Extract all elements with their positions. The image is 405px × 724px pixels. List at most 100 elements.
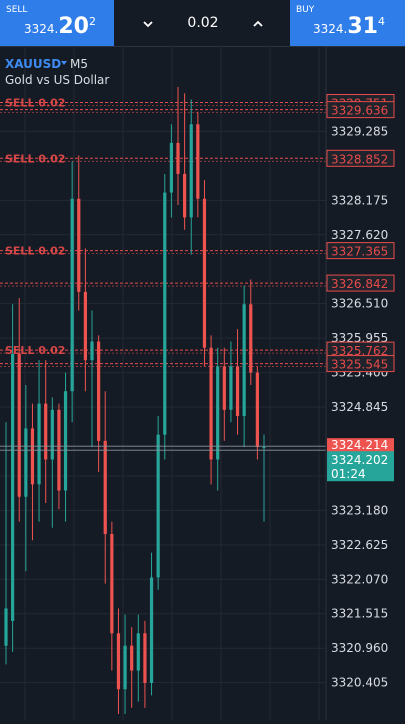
candle-body	[4, 608, 8, 646]
candle-body	[189, 124, 193, 218]
y-tick-label: 3320.960	[331, 641, 388, 655]
timeframe[interactable]: M5	[70, 57, 88, 71]
candle-body	[163, 192, 167, 435]
chart-canvas[interactable]: SELL 0.02 SELL 0.02 SELL 0.02 SELL 0.02 332…	[0, 46, 405, 720]
order-price-tag	[326, 355, 395, 373]
y-tick-label: 3329.285	[331, 124, 388, 138]
candle-body	[156, 434, 160, 578]
order-price: 3329.636	[331, 104, 388, 118]
candle-body	[209, 347, 213, 460]
candle-body	[24, 428, 28, 497]
order-price: 3326.842	[331, 277, 388, 291]
order-price-tag	[326, 274, 395, 292]
y-tick-label: 3320.405	[331, 676, 388, 690]
candle-body	[17, 353, 21, 497]
current-price: 3324.214	[331, 438, 388, 452]
candle-body	[255, 372, 259, 448]
candle-body	[249, 304, 253, 373]
order-price: 3327.365	[331, 245, 388, 259]
candle-body	[216, 366, 220, 460]
current-price-tag	[327, 438, 394, 453]
y-tick-label: 3328.175	[331, 193, 388, 207]
candle-body	[169, 142, 173, 193]
candle-body	[103, 440, 107, 534]
candle-body	[235, 366, 240, 417]
sell-price-main: 3324.	[24, 22, 59, 36]
candle-body	[110, 533, 114, 634]
order-label: SELL 0.02	[5, 344, 65, 357]
candle-body	[229, 366, 233, 410]
candle-body	[196, 124, 200, 199]
y-tick-label: 3324.845	[331, 400, 388, 414]
candles	[4, 87, 266, 714]
candle-body	[262, 447, 266, 449]
y-tick-label: 3322.070	[331, 572, 388, 586]
current-price-line	[0, 445, 326, 451]
volume-value[interactable]: 0.02	[187, 15, 219, 31]
candle-body	[149, 577, 154, 683]
candle-body	[83, 291, 87, 361]
price-axis[interactable]: 3329.2853328.1753327.6203326.5103325.955…	[325, 46, 388, 720]
chevron-up-icon[interactable]	[246, 12, 270, 36]
y-tick-label: 3322.625	[331, 538, 388, 552]
candle-body	[242, 304, 246, 417]
candle-body	[30, 428, 35, 485]
price-chart[interactable]: SELL 0.02 SELL 0.02 SELL 0.02 SELL 0.02 332…	[0, 46, 405, 720]
order-price: 3325.762	[331, 344, 388, 358]
buy-price-sup: 4	[377, 14, 385, 28]
trade-toolbar: SELL 3324.202 0.02 BUY 3324.314	[0, 0, 405, 47]
sell-price: 3324.202	[24, 14, 96, 39]
candle-body	[44, 403, 48, 460]
chart-grid	[0, 46, 326, 720]
order-price-tag	[326, 149, 395, 167]
sell-button[interactable]: SELL 3324.202	[0, 0, 114, 46]
symbol-info[interactable]: XAUUSD M5 Gold vs US Dollar	[5, 57, 109, 87]
triangle-down-icon[interactable]	[61, 61, 67, 65]
sell-price-big: 20	[58, 14, 89, 39]
chevron-down-icon[interactable]	[136, 12, 160, 36]
candle-body	[143, 633, 147, 683]
symbol-name[interactable]: XAUUSD	[5, 57, 61, 71]
buy-price: 3324.314	[313, 14, 385, 39]
sell-label: SELL	[6, 5, 28, 15]
order-label: SELL 0.02	[5, 245, 65, 258]
axis-price-labels: 3329.7513329.6363328.8523327.3653326.842…	[326, 93, 395, 482]
symbol-description: Gold vs US Dollar	[5, 73, 109, 87]
candle-body	[70, 198, 74, 392]
candle-body	[11, 353, 15, 621]
buy-label: BUY	[296, 5, 315, 15]
y-tick-label: 3323.180	[331, 503, 388, 517]
order-price: 3328.852	[331, 152, 388, 166]
candle-body	[50, 409, 54, 460]
buy-price-big: 31	[347, 14, 378, 39]
candle-body	[176, 142, 180, 174]
bid-price: 3324.202	[331, 453, 388, 467]
order-label: SELL 0.02	[5, 96, 65, 109]
order-price-tag	[326, 242, 395, 260]
candle-body	[63, 391, 68, 491]
order-price-tag	[326, 101, 395, 119]
bid-price-tag	[327, 451, 394, 482]
y-tick-label: 3321.515	[331, 607, 388, 621]
y-tick-label: 3326.510	[331, 297, 388, 311]
candle-body	[116, 633, 121, 690]
candle-body	[202, 198, 207, 348]
candle-body	[123, 645, 127, 690]
candle-countdown: 01:24	[331, 467, 366, 481]
order-lines: SELL 0.02 SELL 0.02 SELL 0.02 SELL 0.02	[0, 96, 326, 367]
sell-price-sup: 2	[88, 14, 96, 28]
candle-body	[136, 633, 140, 671]
candle-body	[97, 341, 101, 441]
candle-body	[90, 341, 94, 361]
candle-body	[222, 366, 226, 410]
candle-body	[77, 198, 81, 292]
candle-body	[37, 403, 41, 485]
candle-body	[183, 173, 187, 218]
order-label: SELL 0.02	[5, 152, 65, 165]
candle-body	[130, 645, 134, 671]
buy-price-main: 3324.	[313, 22, 348, 36]
order-price: 3325.545	[331, 358, 388, 372]
buy-button[interactable]: BUY 3324.314	[290, 0, 405, 46]
y-tick-label: 3327.620	[331, 228, 388, 242]
volume-stepper: 0.02	[116, 0, 290, 46]
